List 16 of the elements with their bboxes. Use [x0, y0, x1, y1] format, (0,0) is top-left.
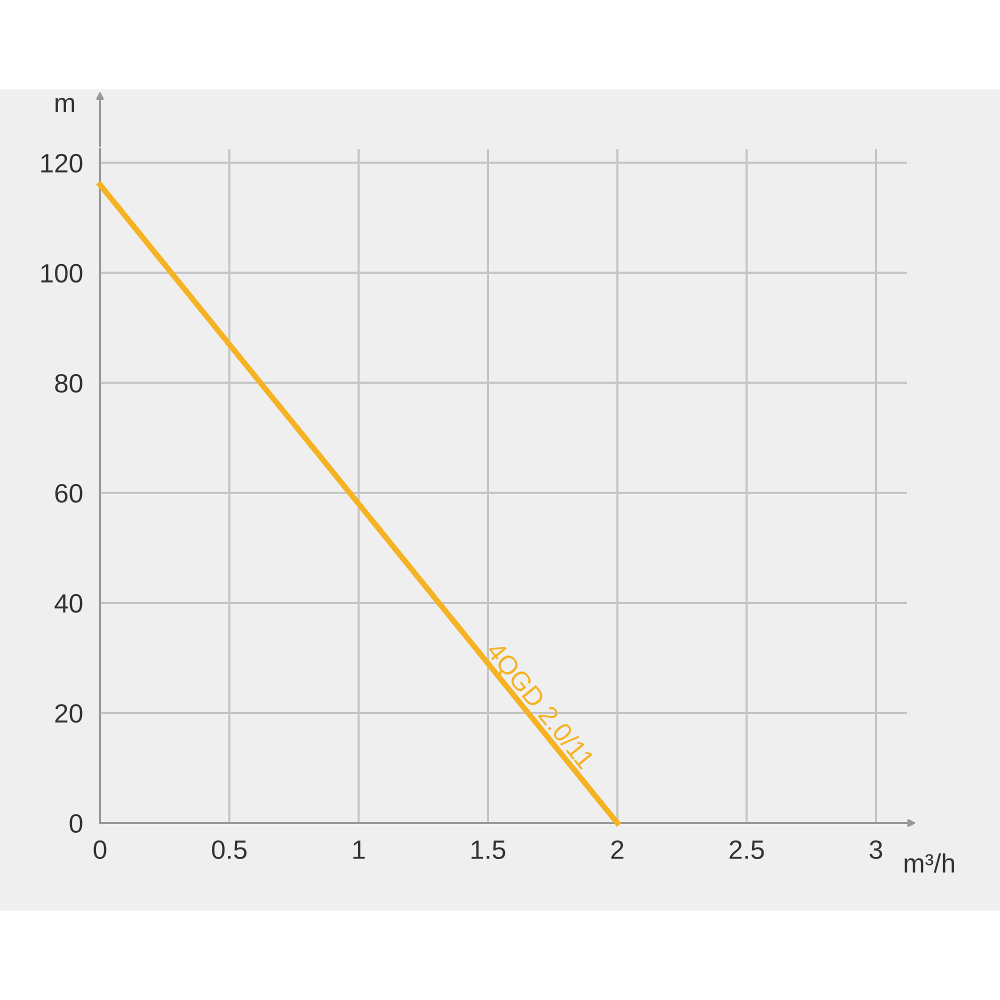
y-tick-label: 80 — [55, 374, 82, 393]
x-tick-label: 0 — [94, 840, 106, 860]
y-tick-label: 100 — [41, 264, 82, 283]
x-tick-label: 1 — [353, 840, 365, 859]
x-tick-label: 0.5 — [212, 840, 247, 860]
x-tick-label: 1.5 — [472, 840, 506, 860]
y-tick-label: 120 — [41, 154, 82, 173]
y-tick-label: 40 — [54, 594, 82, 613]
x-axis-title: m³/h — [904, 853, 954, 873]
y-tick-label: 20 — [55, 704, 82, 723]
x-tick-label: 2 — [611, 840, 624, 859]
x-tick-label: 2.5 — [730, 840, 764, 860]
y-tick-label: 60 — [55, 484, 82, 503]
y-axis-title: m — [56, 98, 74, 112]
x-tick-label: 3 — [870, 840, 882, 860]
y-tick-label: 0 — [70, 814, 82, 833]
